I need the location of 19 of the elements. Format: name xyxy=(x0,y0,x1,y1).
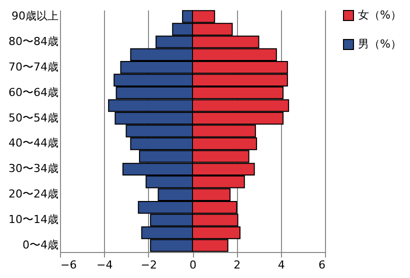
y-tick-label: 0〜4歳 xyxy=(22,238,58,252)
y-tick-label: 80〜84歳 xyxy=(8,34,58,48)
y-tick-label: 70〜74歳 xyxy=(8,60,58,74)
legend-label: 男（%） xyxy=(358,38,402,50)
x-tick-label: 4 xyxy=(278,258,285,272)
y-tick-label: 90歳以上 xyxy=(12,9,58,22)
x-tick-label: −6 xyxy=(60,258,77,272)
x-tick-label: 6 xyxy=(318,258,326,272)
x-tick-label: 0 xyxy=(190,258,196,272)
x-tick-label: −4 xyxy=(96,258,113,272)
y-tick-label: 20〜24歳 xyxy=(8,188,58,201)
y-tick-label: 40〜44歳 xyxy=(8,136,58,150)
y-tick-label: 10〜14歳 xyxy=(8,213,58,226)
y-tick-label: 50〜54歳 xyxy=(8,111,58,124)
x-tick-label: −2 xyxy=(140,258,157,272)
y-tick-label: 30〜34歳 xyxy=(8,162,58,176)
y-tick-label: 60〜64歳 xyxy=(8,86,58,99)
x-tick-label: 2 xyxy=(234,258,241,272)
legend-label: 女（%） xyxy=(358,8,402,22)
